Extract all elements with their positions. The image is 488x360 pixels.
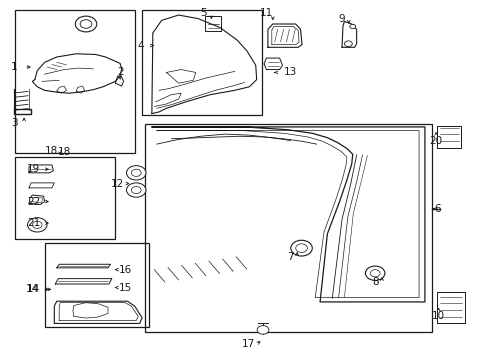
Text: 12: 12 [111, 179, 124, 189]
Text: 13: 13 [284, 67, 297, 77]
Bar [15, 157, 115, 239]
Bar [44, 243, 149, 327]
Circle shape [257, 325, 268, 334]
Circle shape [126, 183, 146, 197]
Text: 8: 8 [371, 277, 378, 287]
Text: 7: 7 [287, 252, 294, 262]
Circle shape [365, 266, 384, 280]
Text: 6: 6 [433, 204, 440, 214]
Text: 2: 2 [117, 67, 123, 77]
Circle shape [344, 41, 351, 46]
Bar [142, 10, 261, 116]
Text: 3: 3 [11, 118, 18, 128]
Circle shape [131, 186, 141, 194]
Text: 19: 19 [27, 164, 41, 174]
Circle shape [131, 169, 141, 176]
Bar [144, 125, 431, 332]
Text: 21: 21 [27, 218, 41, 228]
Bar [15, 10, 135, 153]
Text: 22: 22 [27, 197, 41, 207]
Circle shape [369, 270, 379, 277]
Circle shape [75, 16, 97, 32]
Text: 15: 15 [118, 283, 131, 293]
Circle shape [349, 24, 355, 29]
Text: 11: 11 [259, 8, 272, 18]
Circle shape [27, 218, 47, 232]
Text: 17: 17 [241, 339, 255, 349]
Text: 18: 18 [58, 147, 71, 157]
Bar [205, 16, 221, 31]
Text: 10: 10 [431, 311, 444, 321]
Circle shape [126, 166, 146, 180]
Text: 14: 14 [26, 284, 39, 294]
Text: 5: 5 [199, 8, 206, 18]
Circle shape [295, 244, 307, 252]
Text: 18: 18 [45, 145, 59, 156]
Text: 16: 16 [118, 265, 131, 275]
Text: 1: 1 [11, 62, 18, 72]
Circle shape [32, 221, 42, 228]
Text: 14: 14 [27, 284, 41, 294]
Text: 4: 4 [138, 41, 144, 50]
Circle shape [80, 20, 92, 28]
Circle shape [290, 240, 312, 256]
Text: 20: 20 [428, 136, 442, 145]
Bar [14, 109, 31, 114]
Text: 9: 9 [338, 14, 345, 24]
